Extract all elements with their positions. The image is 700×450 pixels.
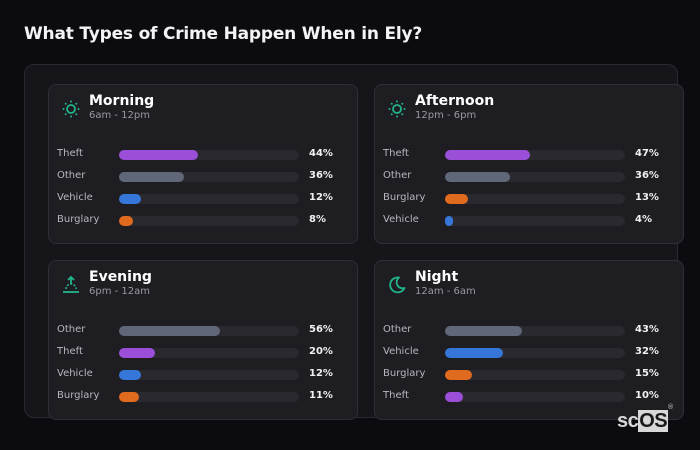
bar-track [119,172,299,182]
bar-row-theft: Theft 44% [57,147,347,161]
bar-label: Theft [383,148,409,159]
card-morning: Morning 6am - 12pm Theft 44% Other 36% Vehic… [48,84,358,244]
bar-fill [445,370,472,380]
card-night: Night 12am - 6am Other 43% Vehicle 32% Burgl… [374,260,684,420]
sunset-icon [63,275,79,293]
bar-track [119,370,299,380]
bar-fill [119,216,134,226]
card-title: Night [415,269,459,285]
bar-track [445,326,625,336]
bar-percent: 43% [635,324,659,335]
bar-percent: 13% [635,192,659,203]
card-time-range: 6am - 12pm [89,110,151,121]
bar-fill [445,326,523,336]
bar-percent: 36% [309,170,333,181]
bar-row-burglary: Burglary 8% [57,213,347,227]
page-title: What Types of Crime Happen When in Ely? [24,24,423,44]
bar-track [445,150,625,160]
bar-row-vehicle: Vehicle 32% [383,345,673,359]
bar-label: Burglary [57,390,100,401]
bar-row-burglary: Burglary 15% [383,367,673,381]
bar-label: Other [57,324,86,335]
bar-track [445,172,625,182]
bar-label: Burglary [383,368,426,379]
bar-fill [445,150,530,160]
bar-label: Vehicle [383,214,419,225]
card-afternoon: Afternoon 12pm - 6pm Theft 47% Other 36% Bur… [374,84,684,244]
card-time-range: 6pm - 12am [89,286,151,297]
bar-label: Theft [57,148,83,159]
bar-track [119,326,299,336]
bar-row-burglary: Burglary 11% [57,389,347,403]
bar-row-other: Other 36% [383,169,673,183]
bar-track [119,150,299,160]
bar-percent: 4% [635,214,652,225]
card-time-range: 12pm - 6pm [415,110,477,121]
bar-fill [119,392,139,402]
bar-fill [445,348,503,358]
card-title: Evening [89,269,152,285]
bar-fill [119,348,155,358]
bar-row-vehicle: Vehicle 12% [57,367,347,381]
bar-fill [445,392,463,402]
card-title: Morning [89,93,155,109]
card-time-range: 12am - 6am [415,286,476,297]
bar-track [119,194,299,204]
bar-track [445,348,625,358]
bar-row-burglary: Burglary 13% [383,191,673,205]
bar-percent: 12% [309,368,333,379]
bar-track [119,392,299,402]
card-evening: Evening 6pm - 12am Other 56% Theft 20% Vehic… [48,260,358,420]
bar-track [445,194,625,204]
bar-percent: 20% [309,346,333,357]
bar-label: Vehicle [383,346,419,357]
bar-label: Vehicle [57,192,93,203]
bar-track [445,216,625,226]
bar-fill [119,150,199,160]
bar-label: Other [383,324,412,335]
bar-percent: 32% [635,346,659,357]
bar-percent: 47% [635,148,659,159]
bar-row-theft: Theft 10% [383,389,673,403]
sun-icon [62,100,80,118]
bar-fill [445,216,453,226]
bar-percent: 8% [309,214,326,225]
bar-fill [119,172,184,182]
bar-fill [445,194,469,204]
bar-track [445,370,625,380]
bar-percent: 10% [635,390,659,401]
bar-label: Other [57,170,86,181]
bar-label: Theft [57,346,83,357]
bar-percent: 12% [309,192,333,203]
bar-percent: 36% [635,170,659,181]
card-title: Afternoon [415,93,495,109]
bar-label: Theft [383,390,409,401]
bar-fill [119,326,220,336]
bar-percent: 56% [309,324,333,335]
bar-row-other: Other 36% [57,169,347,183]
scos-logo: scOS ® [617,404,673,432]
bar-row-other: Other 56% [57,323,347,337]
bar-row-vehicle: Vehicle 4% [383,213,673,227]
sun-icon [388,100,406,118]
bar-row-other: Other 43% [383,323,673,337]
bar-row-theft: Theft 47% [383,147,673,161]
bar-row-vehicle: Vehicle 12% [57,191,347,205]
bar-label: Vehicle [57,368,93,379]
bar-fill [445,172,510,182]
bar-track [445,392,625,402]
moon-icon [389,276,406,294]
bar-fill [119,370,141,380]
bar-label: Other [383,170,412,181]
bar-label: Burglary [383,192,426,203]
bar-row-theft: Theft 20% [57,345,347,359]
bar-track [119,216,299,226]
bar-percent: 15% [635,368,659,379]
bar-track [119,348,299,358]
bar-percent: 11% [309,390,333,401]
bar-fill [119,194,141,204]
bar-label: Burglary [57,214,100,225]
bar-percent: 44% [309,148,333,159]
